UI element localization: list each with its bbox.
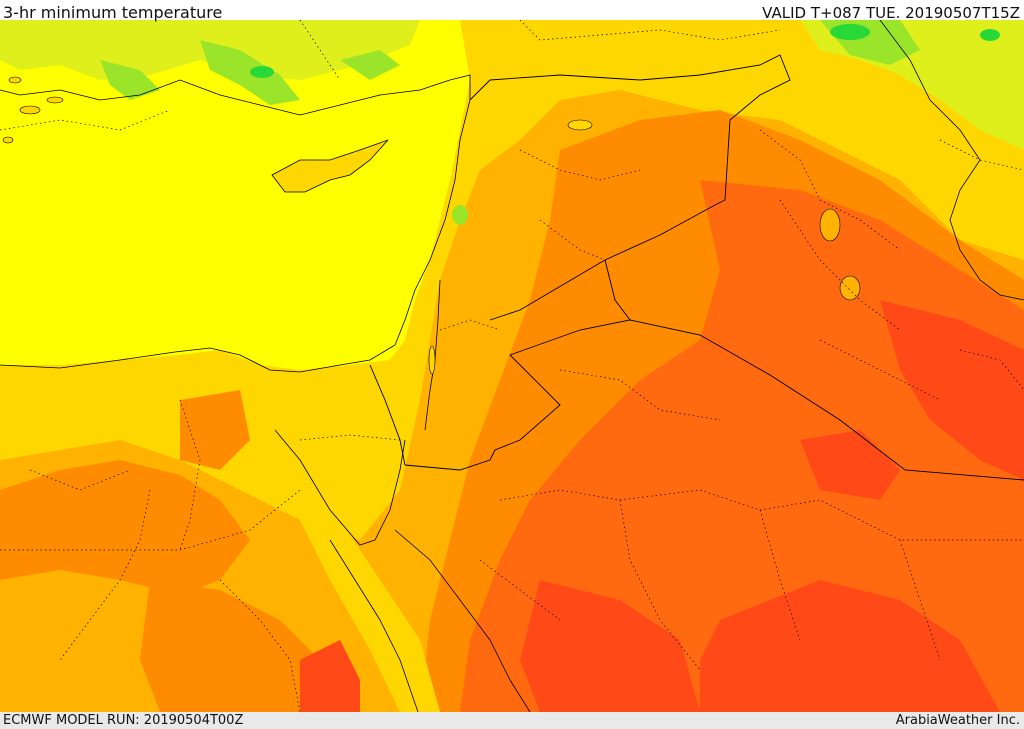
field-green-cool-4 — [452, 205, 468, 225]
field-redsea-gold — [270, 430, 440, 712]
model-run: ECMWF MODEL RUN: 20190504T00Z — [3, 713, 244, 728]
footer-bar: ECMWF MODEL RUN: 20190504T00Z ArabiaWeat… — [0, 712, 1024, 729]
coastline-turkey — [0, 79, 451, 116]
border-jordan — [404, 259, 631, 471]
field-green-cool-3 — [980, 29, 1000, 41]
field-red-core-4 — [300, 640, 360, 712]
field-sea-yellow — [0, 20, 470, 370]
lake-dead-sea — [428, 345, 436, 375]
coastline-redsea-west — [329, 539, 419, 712]
field-green-patch-1 — [200, 40, 300, 105]
field-red-core-2 — [520, 580, 700, 712]
temperature-map[interactable] — [0, 20, 1024, 712]
map-title: 3-hr minimum temperature — [3, 3, 223, 22]
border-iraq-saudi — [629, 319, 1024, 481]
field-green-cool-2 — [830, 24, 870, 40]
field-red-core-5 — [800, 430, 900, 500]
coastline-zagros — [879, 20, 1024, 301]
aegean-islands — [2, 76, 64, 144]
temperature-map-svg — [0, 20, 1024, 712]
coastline-redsea-east — [394, 529, 531, 712]
field-dark-orange — [460, 180, 1024, 712]
credit: ArabiaWeather Inc. — [895, 713, 1020, 728]
field-green-patch-2 — [100, 60, 160, 100]
field-orange-egypt — [0, 460, 250, 595]
lake-assad — [567, 119, 593, 131]
border-turkey-syria — [469, 79, 491, 101]
field-orange-sw — [140, 580, 330, 712]
lake-tharthar — [819, 208, 841, 242]
field-red-core-3 — [700, 580, 1000, 712]
field-orange-nw-egypt — [180, 390, 250, 470]
coastline-sinai — [274, 429, 406, 546]
island-cyprus — [271, 139, 389, 193]
header-bar: 3-hr minimum temperature VALID T+087 TUE… — [0, 0, 1024, 22]
border-egypt-israel — [369, 364, 406, 466]
border-syria-iraq — [489, 54, 791, 321]
admin-boundaries — [0, 20, 1024, 712]
lake-razazza — [839, 275, 861, 301]
valid-time: VALID T+087 TUE. 20190507T15Z — [762, 4, 1020, 22]
field-green-patch-3 — [340, 50, 400, 80]
field-green-cool-1 — [250, 66, 274, 78]
field-red-core-1 — [880, 300, 1024, 480]
coastline-med-south — [0, 74, 471, 373]
